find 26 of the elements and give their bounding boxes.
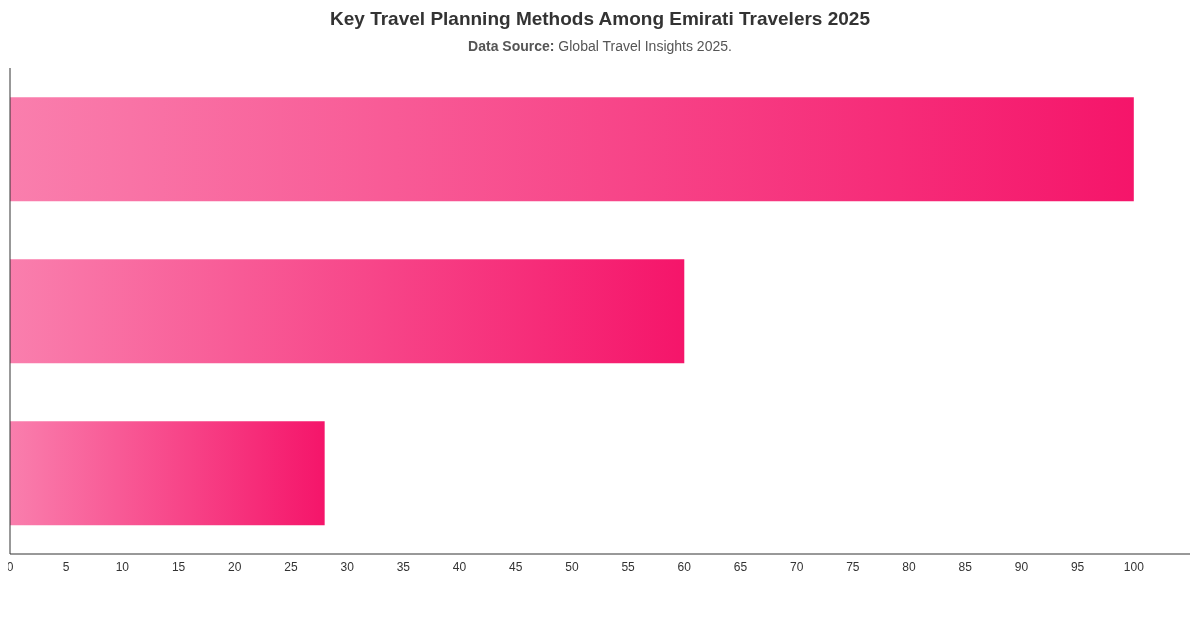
x-tick-label: 100 [1123,559,1145,574]
x-tick-label: 0 [6,559,14,574]
x-tick-label: 75 [846,559,860,574]
chart-title: Key Travel Planning Methods Among Emirati Travelers 2025 [329,8,871,30]
x-tick-label: 10 [115,559,130,574]
x-tick-label: 90 [1014,559,1029,574]
x-tick-label: 85 [958,559,973,574]
bar [10,259,685,364]
x-tick-label: 65 [733,559,748,574]
x-tick-label: 45 [509,559,523,574]
x-tick-label: 30 [340,559,355,574]
x-tick-label: 95 [1070,559,1085,574]
x-tick-label: 5 [62,559,70,574]
bar [10,421,325,526]
x-tick-label: 40 [452,559,467,574]
x-tick-label: 50 [565,559,579,574]
x-tick-label: 25 [284,559,298,574]
x-tick-label: 20 [228,559,242,574]
x-tick-label: 80 [902,559,917,574]
x-tick-label: 60 [677,559,692,574]
bar [10,97,1134,202]
x-tick-label: 35 [396,559,411,574]
x-tick-label: 55 [621,559,636,574]
x-tick-label: 70 [789,559,804,574]
chart-subtitle: Data Source: Global Travel Insights 2025. [467,38,733,54]
x-tick-label: 15 [171,559,186,574]
